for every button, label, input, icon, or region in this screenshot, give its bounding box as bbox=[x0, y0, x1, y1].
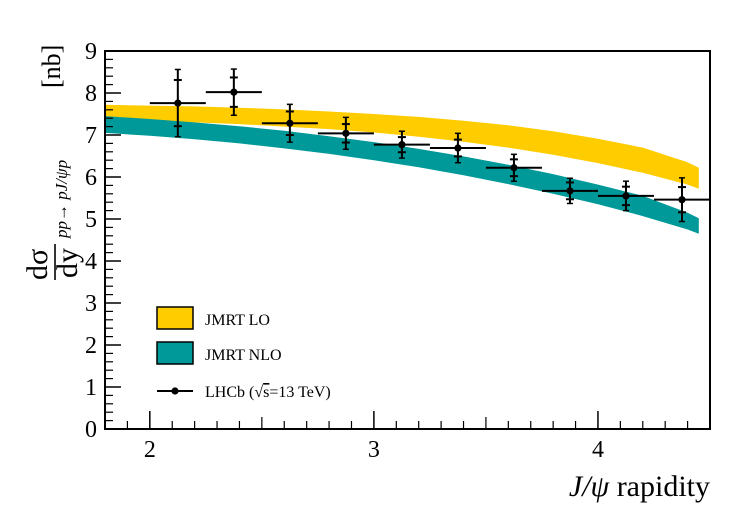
data-point bbox=[261, 103, 318, 143]
legend-item: JMRT NLO bbox=[156, 341, 282, 365]
y-tick-label: 9 bbox=[85, 39, 97, 65]
y-tick-label: 0 bbox=[85, 417, 97, 443]
x-axis-title: J/ψ rapidity bbox=[569, 470, 710, 503]
legend-label-prefix: LHCb ( bbox=[205, 384, 254, 401]
data-point bbox=[485, 153, 542, 182]
x-tick-label: 2 bbox=[144, 437, 156, 463]
data-marker bbox=[678, 196, 686, 204]
data-marker bbox=[622, 192, 630, 200]
legend: JMRT LO JMRT NLO LHCb (√s=13 TeV) bbox=[156, 306, 331, 401]
data-point bbox=[597, 180, 654, 212]
y-axis-title-numerator: dσ bbox=[21, 249, 54, 280]
data-marker bbox=[286, 119, 294, 127]
x-tick-label: 4 bbox=[592, 437, 604, 463]
axes-layer: 0 1 2 3 4 5 6 7 8 9 2 3 4 bbox=[85, 39, 711, 463]
y-tick-label: 1 bbox=[85, 375, 97, 401]
y-axis-title-subscript: pp→ pJ/ψp bbox=[52, 160, 71, 239]
data-point bbox=[541, 177, 598, 205]
x-axis-title-rest: rapidity bbox=[609, 470, 710, 503]
y-tick-label: 8 bbox=[85, 81, 97, 107]
data-marker bbox=[342, 129, 350, 137]
legend-label: LHCb (√s=13 TeV) bbox=[205, 384, 331, 401]
legend-item: JMRT LO bbox=[156, 306, 270, 330]
y-tick-label: 6 bbox=[85, 165, 97, 191]
data-marker bbox=[230, 88, 238, 96]
legend-swatch bbox=[156, 306, 194, 330]
data-points-layer bbox=[149, 68, 710, 223]
legend-label-suffix: =13 TeV) bbox=[269, 384, 330, 401]
legend-label: JMRT NLO bbox=[205, 347, 282, 364]
y-tick-label: 5 bbox=[85, 207, 97, 233]
y-tick-label: 2 bbox=[85, 333, 97, 359]
y-tick-label: 7 bbox=[85, 123, 97, 149]
data-point bbox=[149, 68, 206, 138]
data-point bbox=[429, 132, 486, 164]
legend-label-root: √ bbox=[254, 384, 263, 401]
y-tick-label: 4 bbox=[85, 249, 97, 275]
legend-label: JMRT LO bbox=[205, 312, 270, 329]
x-tick-label: 3 bbox=[368, 437, 380, 463]
data-marker bbox=[174, 99, 182, 107]
band-jmrt-lo bbox=[105, 104, 699, 189]
legend-label-s: s bbox=[263, 384, 269, 401]
legend-item: LHCb (√s=13 TeV) bbox=[157, 384, 331, 401]
data-point bbox=[317, 116, 374, 151]
data-marker bbox=[566, 187, 574, 195]
data-point bbox=[373, 130, 430, 159]
legend-marker bbox=[171, 387, 179, 395]
data-marker bbox=[454, 144, 462, 152]
y-axis-title-denominator: dy bbox=[51, 248, 84, 278]
data-marker bbox=[398, 141, 406, 149]
plot-frame bbox=[104, 50, 711, 430]
y-tick-label: 3 bbox=[85, 291, 97, 317]
bands-layer bbox=[105, 104, 699, 234]
data-point bbox=[653, 177, 710, 223]
data-marker bbox=[510, 164, 518, 172]
band-jmrt-nlo bbox=[105, 116, 699, 234]
legend-swatch bbox=[156, 341, 194, 365]
y-axis-title-unit: [nb] bbox=[37, 45, 66, 88]
data-point bbox=[205, 68, 262, 117]
x-axis-title-italic: J/ψ bbox=[569, 470, 611, 503]
